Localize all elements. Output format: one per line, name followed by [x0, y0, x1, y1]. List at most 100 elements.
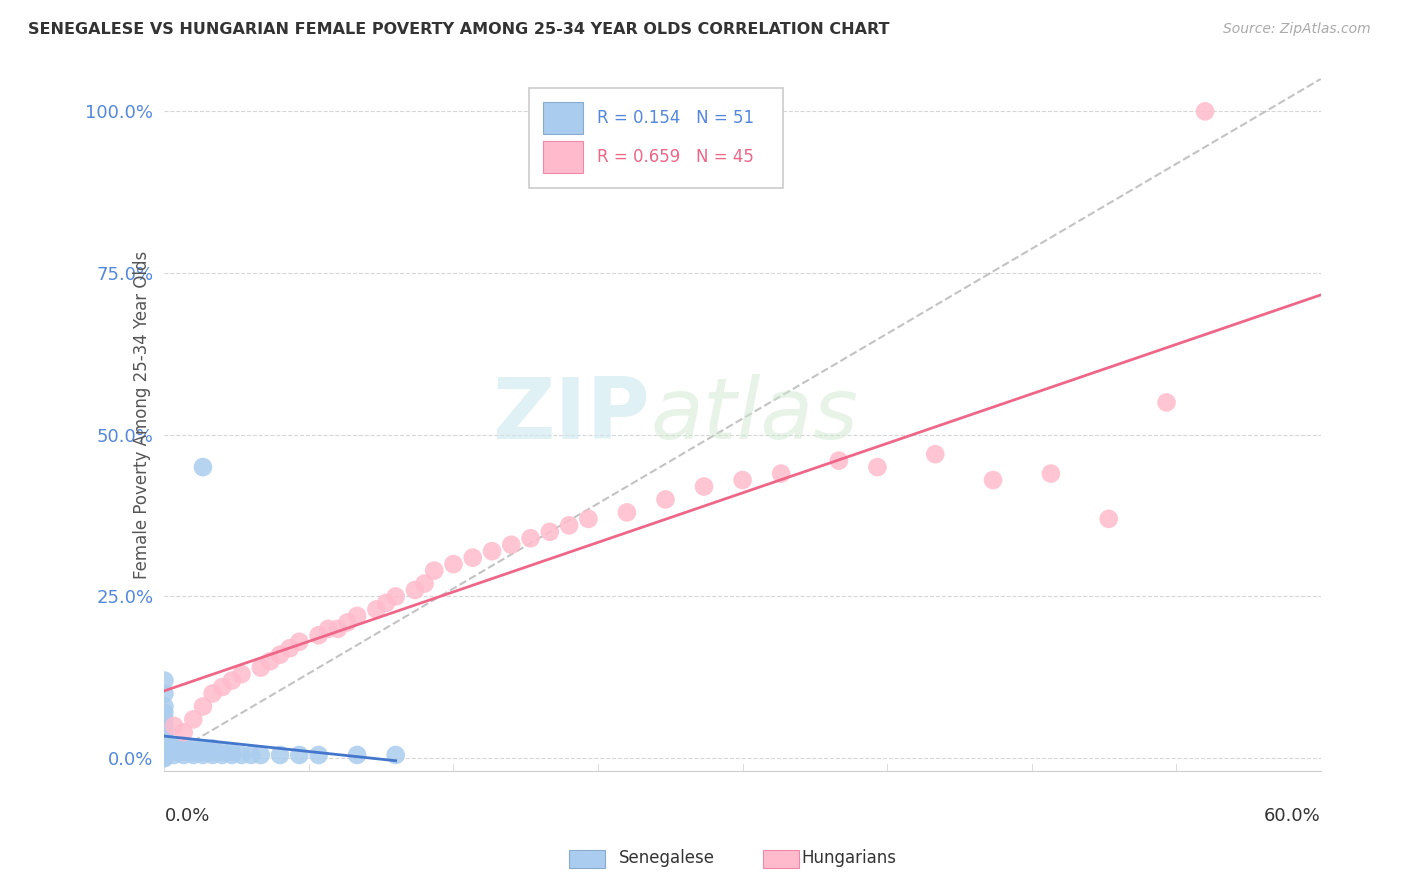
Point: [153, 745, 176, 759]
Point: [731, 473, 754, 487]
Text: R = 0.154   N = 51: R = 0.154 N = 51: [598, 109, 754, 128]
Point: [461, 550, 484, 565]
Point: [384, 590, 406, 604]
Point: [1039, 467, 1062, 481]
Point: [375, 596, 398, 610]
Point: [326, 622, 349, 636]
Point: [163, 745, 186, 759]
Text: R = 0.659   N = 45: R = 0.659 N = 45: [598, 148, 754, 166]
Point: [211, 745, 233, 759]
Point: [181, 747, 204, 762]
Point: [191, 699, 214, 714]
Text: Source: ZipAtlas.com: Source: ZipAtlas.com: [1223, 22, 1371, 37]
Point: [519, 531, 541, 545]
Point: [153, 719, 176, 733]
Point: [538, 524, 561, 539]
Point: [278, 641, 301, 656]
Point: [153, 738, 176, 752]
Point: [201, 741, 224, 756]
Point: [269, 747, 291, 762]
Text: 60.0%: 60.0%: [1264, 806, 1320, 825]
Point: [191, 745, 214, 759]
FancyBboxPatch shape: [529, 88, 783, 187]
Point: [423, 564, 446, 578]
Point: [153, 747, 176, 762]
Point: [384, 747, 406, 762]
Point: [163, 719, 186, 733]
Point: [173, 745, 195, 759]
Point: [249, 747, 271, 762]
Point: [288, 747, 311, 762]
Point: [308, 747, 330, 762]
Point: [153, 748, 176, 763]
Point: [1098, 512, 1121, 526]
Point: [221, 747, 243, 762]
Point: [201, 686, 224, 700]
Point: [240, 747, 263, 762]
Point: [153, 712, 176, 726]
Point: [153, 735, 176, 749]
Point: [181, 745, 204, 759]
Text: 0.0%: 0.0%: [165, 806, 209, 825]
Point: [173, 738, 195, 752]
Point: [288, 634, 311, 648]
Point: [346, 608, 368, 623]
Point: [211, 680, 233, 694]
Point: [1156, 395, 1178, 409]
Point: [153, 725, 176, 739]
Point: [346, 747, 368, 762]
Point: [173, 741, 195, 756]
Point: [191, 741, 214, 756]
Point: [153, 686, 176, 700]
Point: [413, 576, 436, 591]
Point: [153, 751, 176, 765]
Point: [770, 467, 793, 481]
Point: [153, 746, 176, 760]
Point: [259, 654, 281, 668]
Point: [316, 622, 339, 636]
Text: atlas: atlas: [650, 374, 858, 457]
Point: [924, 447, 946, 461]
Point: [221, 745, 243, 759]
Point: [173, 725, 195, 739]
Point: [558, 518, 581, 533]
Point: [153, 739, 176, 754]
Point: [163, 738, 186, 752]
Point: [181, 712, 204, 726]
Point: [211, 747, 233, 762]
Point: [153, 743, 176, 757]
Point: [173, 747, 195, 762]
Point: [153, 706, 176, 720]
Point: [269, 648, 291, 662]
Point: [249, 660, 271, 674]
Point: [153, 729, 176, 743]
Point: [221, 673, 243, 688]
Point: [231, 747, 253, 762]
Point: [443, 557, 465, 571]
Point: [191, 747, 214, 762]
Point: [201, 745, 224, 759]
Point: [163, 741, 186, 756]
Text: ZIP: ZIP: [492, 374, 650, 457]
Point: [163, 747, 186, 762]
Point: [191, 460, 214, 475]
Point: [153, 731, 176, 746]
Point: [153, 737, 176, 751]
Point: [366, 602, 388, 616]
Point: [693, 479, 716, 493]
Point: [336, 615, 359, 630]
Point: [981, 473, 1004, 487]
Y-axis label: Female Poverty Among 25-34 Year Olds: Female Poverty Among 25-34 Year Olds: [132, 252, 150, 580]
Point: [501, 538, 523, 552]
Point: [404, 582, 426, 597]
Point: [828, 453, 851, 467]
Point: [153, 750, 176, 764]
Bar: [543, 141, 583, 173]
Point: [1194, 104, 1216, 119]
Point: [616, 505, 638, 519]
Point: [201, 747, 224, 762]
Point: [866, 460, 889, 475]
Point: [654, 492, 676, 507]
Point: [153, 673, 176, 688]
Text: SENEGALESE VS HUNGARIAN FEMALE POVERTY AMONG 25-34 YEAR OLDS CORRELATION CHART: SENEGALESE VS HUNGARIAN FEMALE POVERTY A…: [28, 22, 890, 37]
